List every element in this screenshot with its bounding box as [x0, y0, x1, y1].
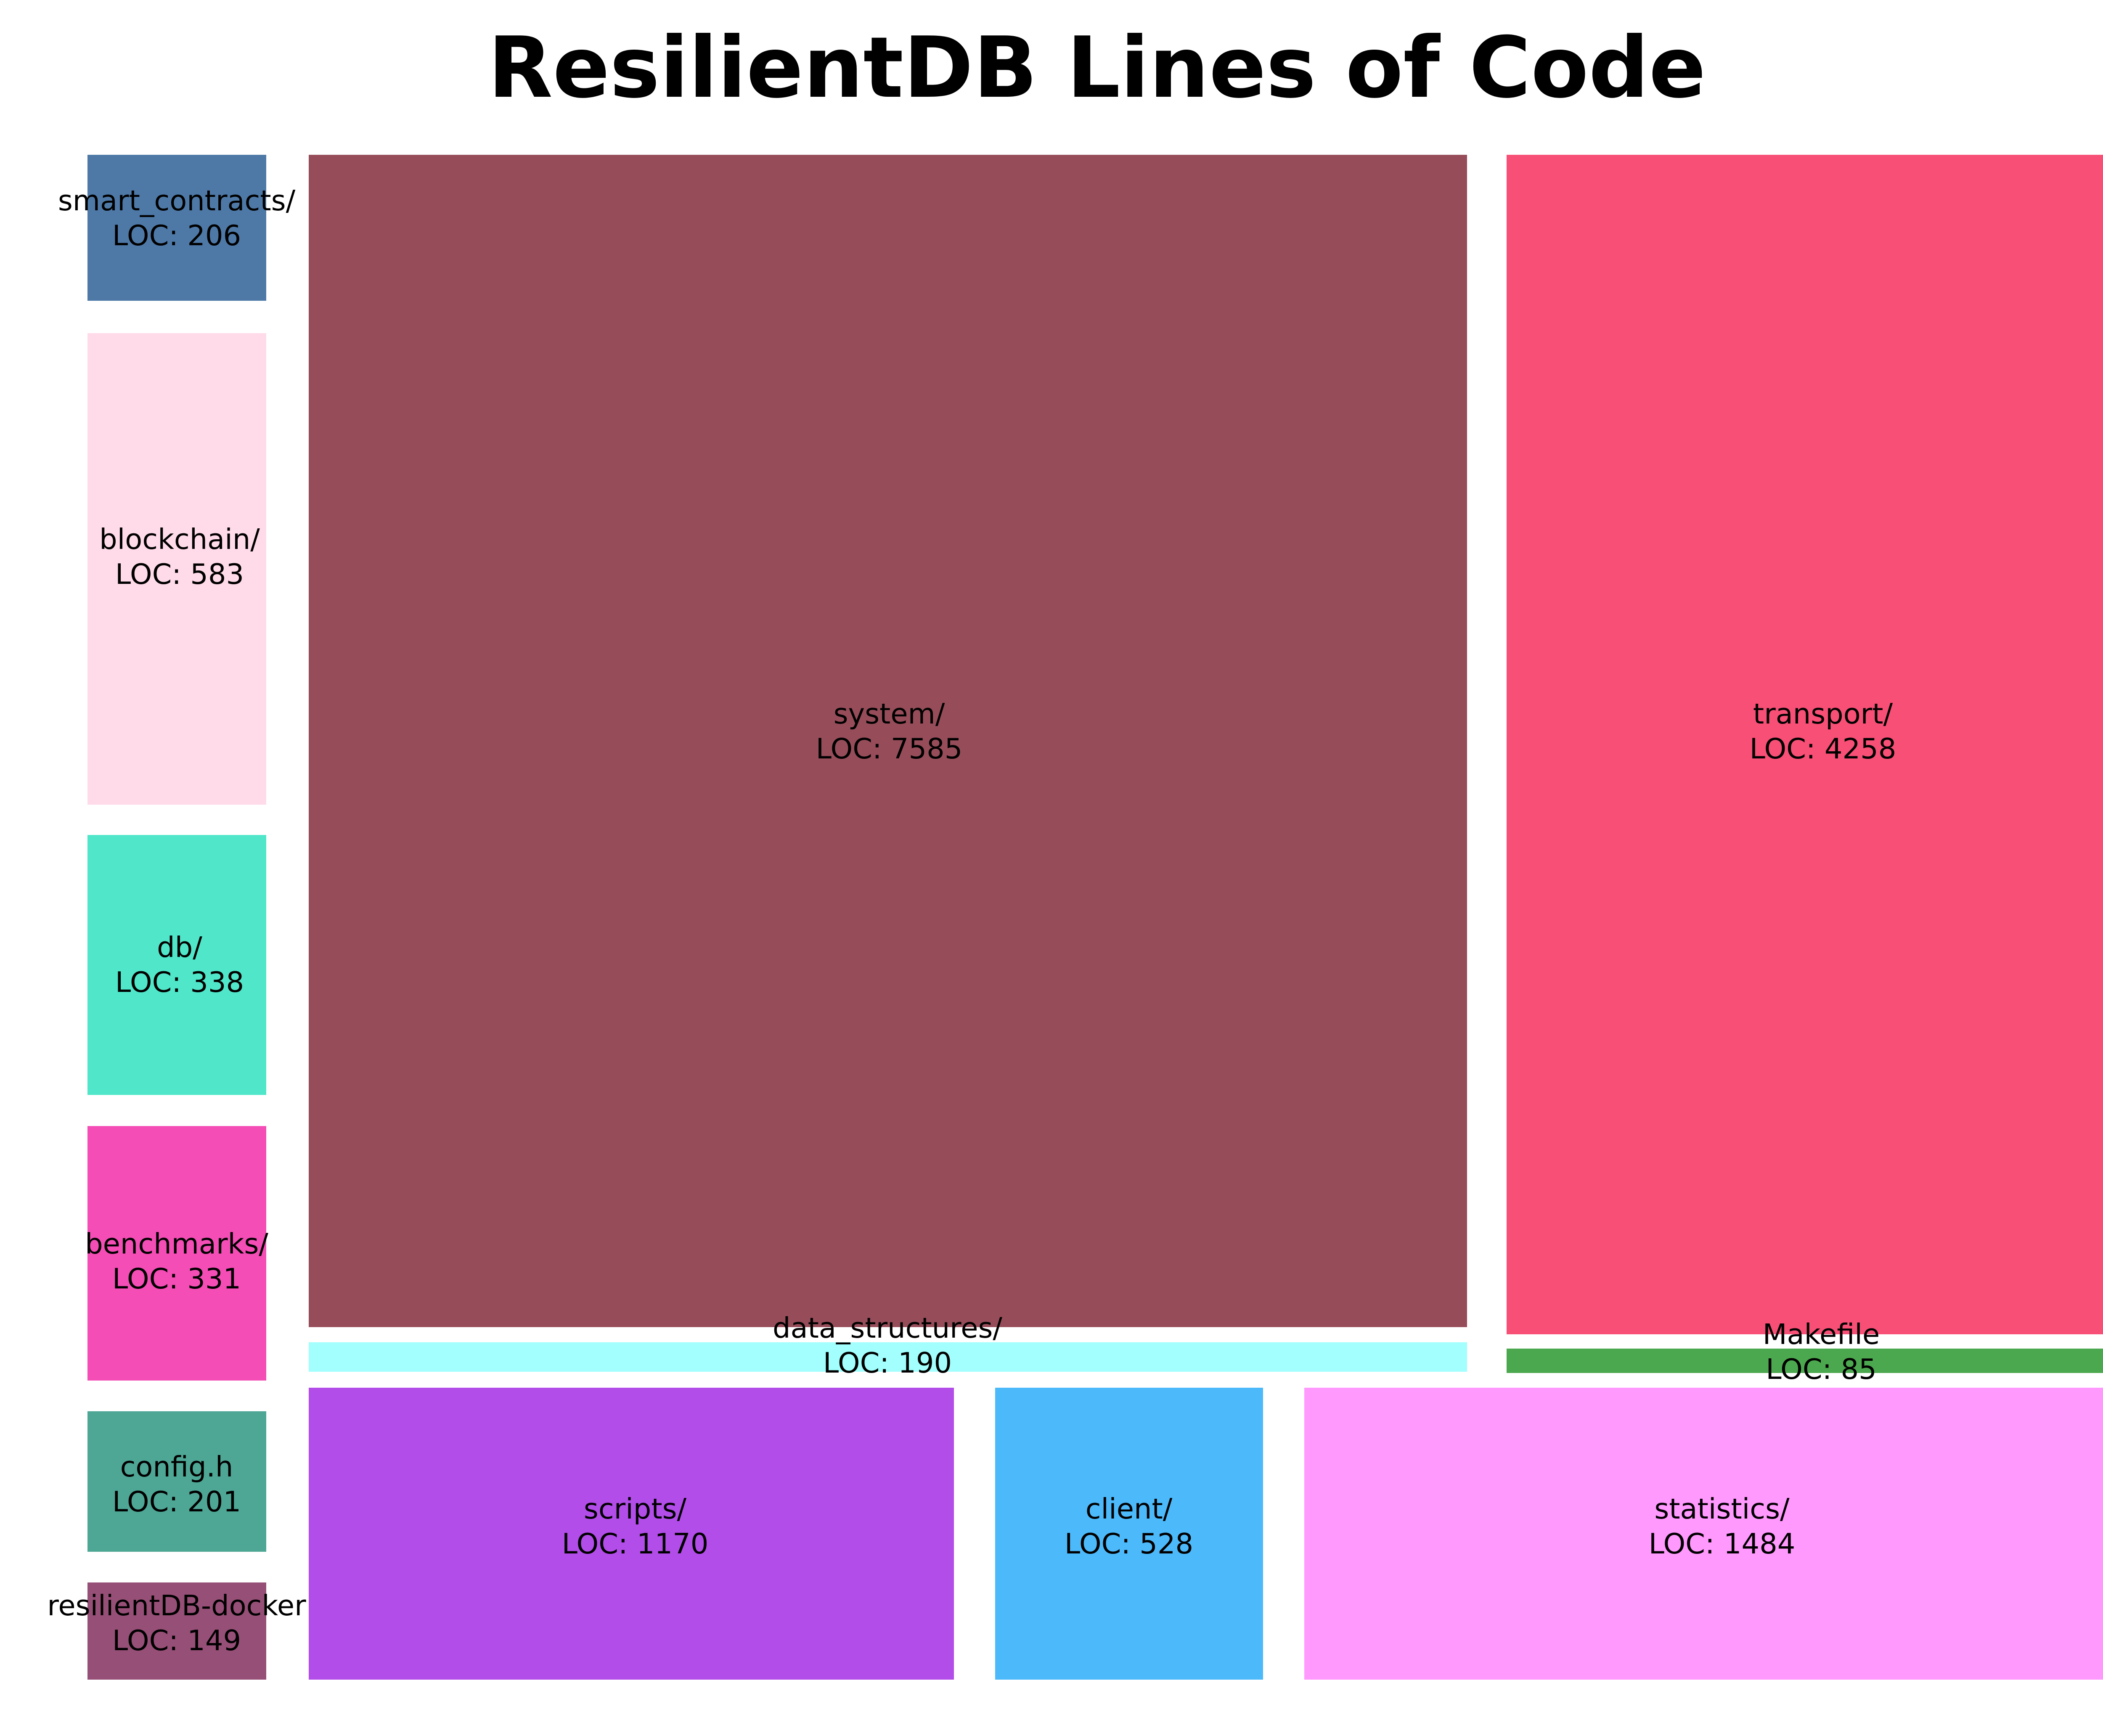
tile-transport [1507, 155, 2103, 1334]
tile-blockchain [87, 333, 266, 805]
tile-label-value-transport: LOC: 4258 [1750, 732, 1896, 765]
tile-label-name-makefile: Makefile [1763, 1318, 1880, 1351]
tile-label-value-resilientdb-docker: LOC: 149 [112, 1624, 241, 1657]
tile-label-name-config-h: config.h [120, 1450, 233, 1483]
tile-statistics [1304, 1388, 2103, 1680]
tile-makefile [1507, 1349, 2103, 1373]
tile-label-value-scripts: LOC: 1170 [562, 1527, 709, 1560]
tile-label-value-system: LOC: 7585 [816, 732, 963, 765]
tile-label-value-config-h: LOC: 201 [112, 1485, 241, 1518]
tile-data-structures [309, 1342, 1467, 1372]
tile-label-value-blockchain: LOC: 583 [115, 558, 244, 591]
tile-label-name-blockchain: blockchain/ [99, 523, 260, 556]
treemap-tiles [87, 155, 2103, 1680]
tile-system [309, 155, 1467, 1327]
tile-benchmarks [87, 1126, 266, 1381]
tile-label-value-client: LOC: 528 [1065, 1527, 1193, 1560]
tile-label-name-data-structures: data_structures/ [773, 1312, 1002, 1344]
tile-client [995, 1388, 1263, 1680]
tile-label-name-smart-contracts: smart_contracts/ [58, 184, 296, 217]
tile-label-name-system: system/ [834, 697, 945, 730]
tile-label-value-statistics: LOC: 1484 [1649, 1527, 1796, 1560]
treemap-labels: smart_contracts/LOC: 206 blockchain/LOC: … [47, 184, 1896, 1657]
tile-label-name-transport: transport/ [1753, 697, 1893, 730]
tile-label-value-smart-contracts: LOC: 206 [112, 219, 241, 252]
tile-label-name-benchmarks: benchmarks/ [85, 1227, 268, 1260]
tile-label-value-data-structures: LOC: 190 [823, 1346, 952, 1379]
tile-label-value-benchmarks: LOC: 331 [112, 1262, 241, 1295]
tile-scripts [309, 1388, 954, 1680]
tile-label-name-client: client/ [1086, 1492, 1173, 1525]
tile-config-h [87, 1411, 266, 1552]
tile-label-value-db: LOC: 338 [115, 966, 244, 999]
tile-label-value-makefile: LOC: 85 [1766, 1353, 1877, 1386]
tile-label-name-db: db/ [157, 931, 202, 964]
chart-title: ResilientDB Lines of Code [488, 19, 1706, 117]
tile-label-name-scripts: scripts/ [584, 1492, 687, 1525]
tile-label-name-statistics: statistics/ [1654, 1492, 1790, 1525]
tile-db [87, 835, 266, 1095]
tile-label-name-resilientdb-docker: resilientDB-docker [47, 1589, 306, 1622]
tile-smart-contracts [87, 155, 266, 301]
tile-resilientdb-docker [87, 1582, 266, 1680]
